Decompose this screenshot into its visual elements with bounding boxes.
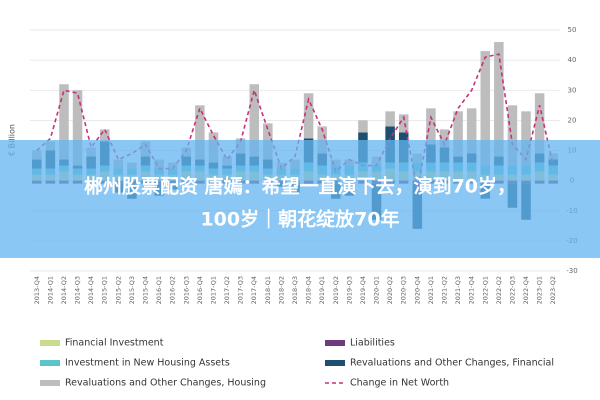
banner-text: 郴州股票配资 唐嫣：希望一直演下去，演到70岁， <box>84 175 516 198</box>
legend-label: Revaluations and Other Changes, Financia… <box>350 358 554 369</box>
x-tick-label: 2019-Q4 <box>359 276 367 304</box>
bar-segment <box>72 90 83 166</box>
bar-segment <box>385 111 395 127</box>
x-tick-label: 2020-Q2 <box>386 276 394 304</box>
x-tick-label: 2016-Q3 <box>182 276 190 304</box>
x-tick-label: 2018-Q1 <box>264 276 272 304</box>
legend-swatch <box>40 360 60 366</box>
x-tick-label: 2021-Q4 <box>468 276 476 304</box>
bar-segment <box>439 129 450 148</box>
banner-background <box>0 140 600 258</box>
x-tick-label: 2015-Q4 <box>142 276 150 304</box>
legend-label: Investment in New Housing Assets <box>65 358 230 369</box>
x-tick-label: 2021-Q2 <box>440 276 448 304</box>
legend-swatch <box>325 340 345 346</box>
x-tick-label: 2017-Q3 <box>237 276 245 304</box>
x-tick-label: 2019-Q3 <box>345 276 353 304</box>
x-tick-label: 2023-Q1 <box>536 276 544 304</box>
bar-segment <box>249 84 259 157</box>
x-tick-label: 2014-Q2 <box>60 276 68 304</box>
bar-segment <box>507 105 518 166</box>
x-tick-label: 2022-Q1 <box>481 276 489 304</box>
x-tick-label: 2016-Q1 <box>155 276 163 304</box>
x-tick-label: 2014-Q4 <box>87 276 95 304</box>
x-tick-label: 2021-Q1 <box>427 276 435 304</box>
x-tick-label: 2023-Q2 <box>549 276 557 304</box>
bar-segment <box>59 84 69 160</box>
x-tick-label: 2019-Q1 <box>318 276 326 304</box>
legend-swatch <box>40 340 60 346</box>
x-tick-label: 2017-Q1 <box>209 276 217 304</box>
x-tick-label: 2020-Q3 <box>400 276 408 304</box>
y-tick-label: -30 <box>566 267 577 275</box>
x-tick-label: 2021-Q3 <box>454 276 462 304</box>
legend-swatch <box>40 380 60 386</box>
banner-text: 100岁｜朝花绽放70年 <box>200 208 399 231</box>
x-tick-label: 2022-Q4 <box>522 276 530 304</box>
x-tick-label: 2015-Q3 <box>128 276 136 304</box>
bar-segment <box>195 105 205 160</box>
x-tick-label: 2020-Q4 <box>413 276 421 304</box>
bar-segment <box>99 129 110 142</box>
x-tick-label: 2017-Q2 <box>223 276 231 304</box>
x-tick-label: 2014-Q1 <box>46 276 54 304</box>
bar-segment <box>317 126 327 154</box>
x-tick-label: 2022-Q3 <box>508 276 516 304</box>
legend-label: Financial Investment <box>65 338 164 349</box>
x-tick-label: 2018-Q3 <box>291 276 299 304</box>
bar-segment <box>358 120 368 133</box>
x-tick-label: 2014-Q3 <box>74 276 82 304</box>
x-tick-label: 2015-Q2 <box>114 276 122 304</box>
bar-segment <box>398 114 409 133</box>
y-tick-label: 20 <box>568 116 577 124</box>
bar-segment <box>453 111 463 157</box>
legend-swatch <box>325 360 345 366</box>
bar-segment <box>426 108 436 145</box>
bar-segment <box>303 93 314 139</box>
bar-segment <box>466 108 477 154</box>
y-tick-label: 30 <box>568 86 577 94</box>
x-tick-label: 2013-Q4 <box>33 276 41 304</box>
x-tick-label: 2022-Q2 <box>495 276 503 304</box>
y-tick-label: 50 <box>568 26 577 34</box>
bar-segment <box>480 51 491 166</box>
x-tick-label: 2016-Q4 <box>196 276 204 304</box>
x-tick-label: 2018-Q4 <box>305 276 313 304</box>
legend-label: Revaluations and Other Changes, Housing <box>65 378 266 389</box>
x-tick-label: 2018-Q2 <box>277 276 285 304</box>
x-tick-label: 2019-Q2 <box>332 276 340 304</box>
bar-segment <box>521 111 531 166</box>
y-tick-label: 40 <box>568 56 577 64</box>
x-tick-label: 2016-Q2 <box>169 276 177 304</box>
bar-segment <box>494 42 504 157</box>
legend-label: Liabilities <box>350 338 395 349</box>
x-tick-label: 2017-Q4 <box>250 276 258 304</box>
legend-label: Change in Net Worth <box>350 378 449 389</box>
x-tick-label: 2020-Q1 <box>373 276 381 304</box>
bar-segment <box>534 93 545 154</box>
x-tick-label: 2015-Q1 <box>101 276 109 304</box>
